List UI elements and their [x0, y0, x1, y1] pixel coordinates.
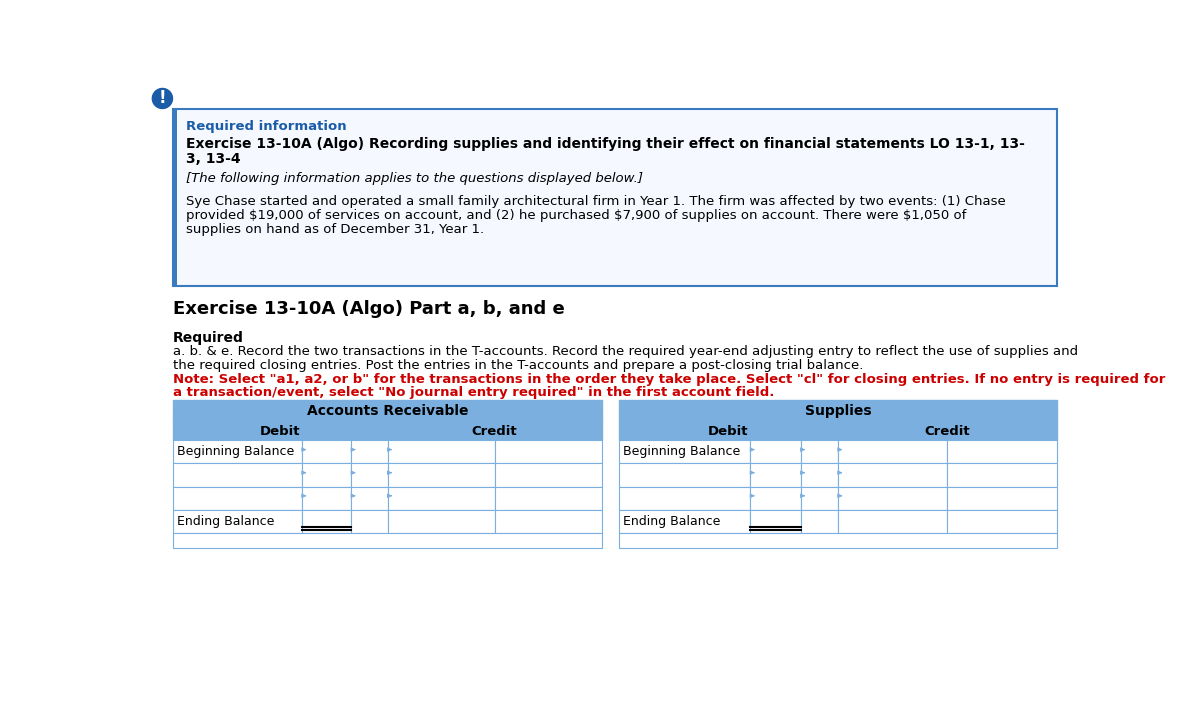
Bar — [619, 463, 750, 487]
Bar — [302, 440, 352, 463]
Bar — [800, 510, 838, 533]
Bar — [750, 440, 800, 463]
Bar — [947, 510, 1057, 533]
Text: supplies on hand as of December 31, Year 1.: supplies on hand as of December 31, Year… — [186, 223, 484, 236]
Bar — [388, 463, 494, 487]
Bar — [173, 109, 1057, 286]
Text: Ending Balance: Ending Balance — [623, 515, 720, 528]
Bar — [947, 440, 1057, 463]
Text: Note: Select "a1, a2, or b" for the transactions in the order they take place. S: Note: Select "a1, a2, or b" for the tran… — [173, 373, 1165, 386]
Bar — [750, 487, 800, 510]
Text: Credit: Credit — [924, 424, 970, 437]
Text: 3, 13-4: 3, 13-4 — [186, 151, 240, 166]
Text: Accounts Receivable: Accounts Receivable — [307, 404, 468, 418]
Bar — [838, 463, 947, 487]
Text: provided $19,000 of services on account, and (2) he purchased $7,900 of supplies: provided $19,000 of services on account,… — [186, 210, 966, 223]
Text: Debit: Debit — [708, 424, 749, 437]
Bar — [619, 487, 750, 510]
Bar — [173, 109, 178, 286]
Bar — [173, 401, 602, 422]
Bar — [619, 533, 1057, 548]
Bar — [838, 440, 947, 463]
Text: Exercise 13-10A (Algo) Recording supplies and identifying their effect on financ: Exercise 13-10A (Algo) Recording supplie… — [186, 137, 1025, 151]
Text: Credit: Credit — [472, 424, 517, 437]
Bar — [352, 440, 388, 463]
Text: the required closing entries. Post the entries in the T-accounts and prepare a p: the required closing entries. Post the e… — [173, 359, 864, 372]
Bar — [352, 463, 388, 487]
Text: [The following information applies to the questions displayed below.]: [The following information applies to th… — [186, 172, 643, 185]
Bar — [302, 510, 352, 533]
Bar — [750, 510, 800, 533]
Bar — [494, 440, 602, 463]
Bar — [388, 422, 602, 440]
Bar — [173, 440, 302, 463]
Bar — [173, 533, 602, 548]
Bar — [800, 463, 838, 487]
Bar — [173, 510, 302, 533]
Text: Ending Balance: Ending Balance — [178, 515, 275, 528]
Text: Required information: Required information — [186, 120, 347, 133]
Bar — [388, 510, 494, 533]
Text: Sye Chase started and operated a small family architectural firm in Year 1. The : Sye Chase started and operated a small f… — [186, 195, 1006, 208]
Text: Debit: Debit — [260, 424, 301, 437]
Text: a. b. & e. Record the two transactions in the T-accounts. Record the required ye: a. b. & e. Record the two transactions i… — [173, 345, 1079, 358]
Text: a transaction/event, select "No journal entry required" in the first account fie: a transaction/event, select "No journal … — [173, 386, 775, 399]
Bar — [619, 440, 750, 463]
Bar — [302, 487, 352, 510]
Text: !: ! — [158, 90, 167, 108]
Bar — [838, 510, 947, 533]
Bar — [173, 487, 302, 510]
Bar — [619, 422, 838, 440]
Text: Beginning Balance: Beginning Balance — [178, 445, 294, 458]
Bar — [800, 487, 838, 510]
Circle shape — [152, 88, 173, 108]
Bar — [494, 510, 602, 533]
Bar — [494, 487, 602, 510]
Bar — [947, 463, 1057, 487]
Bar — [352, 510, 388, 533]
Bar — [388, 440, 494, 463]
Text: Beginning Balance: Beginning Balance — [623, 445, 740, 458]
Bar — [800, 440, 838, 463]
Bar — [947, 487, 1057, 510]
Bar — [388, 487, 494, 510]
Bar — [838, 487, 947, 510]
Text: Exercise 13-10A (Algo) Part a, b, and e: Exercise 13-10A (Algo) Part a, b, and e — [173, 300, 565, 318]
Text: Required: Required — [173, 331, 244, 345]
Bar — [173, 463, 302, 487]
Bar — [173, 422, 388, 440]
Bar — [750, 463, 800, 487]
Bar — [838, 422, 1057, 440]
Bar — [619, 510, 750, 533]
Bar — [619, 401, 1057, 422]
Bar — [494, 463, 602, 487]
Bar — [352, 487, 388, 510]
Bar — [302, 463, 352, 487]
Text: Supplies: Supplies — [804, 404, 871, 418]
